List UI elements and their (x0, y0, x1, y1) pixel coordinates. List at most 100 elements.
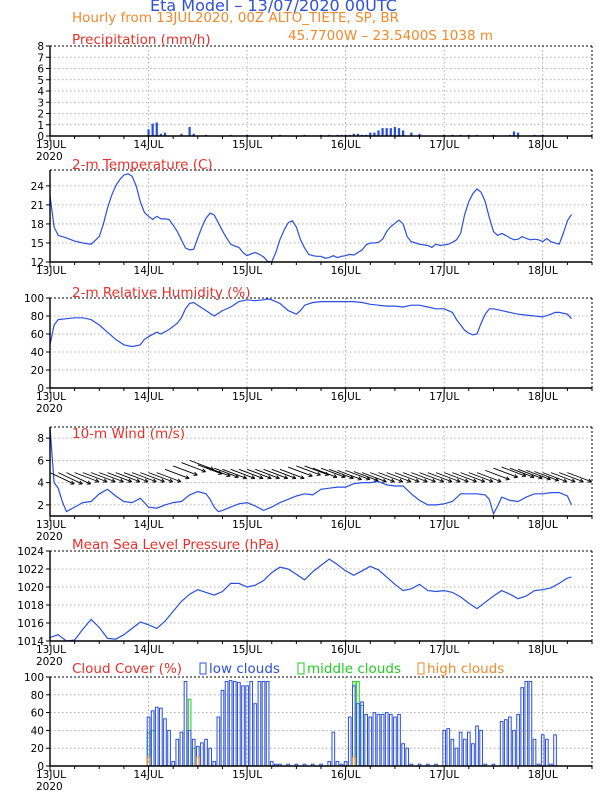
x-tick-label: 13JUL (36, 265, 66, 277)
wind-vector (279, 468, 305, 479)
wind-vector-head (505, 476, 510, 481)
wind-vector (361, 472, 387, 483)
wind-vector (222, 468, 247, 479)
y-tick-label: 0 (37, 761, 44, 773)
wind-vector-head (406, 478, 412, 483)
x-tick-label: 14JUL (134, 391, 164, 403)
wind-vector-head (472, 478, 477, 483)
wind-vector (526, 469, 551, 480)
wind-vector (82, 472, 108, 483)
wind-vector (238, 468, 264, 479)
low-cloud-bar (175, 738, 180, 767)
precip-bar (192, 133, 195, 136)
low-cloud-bar (257, 680, 262, 767)
low-cloud-bar (388, 713, 393, 767)
legend-label: middle clouds (307, 661, 401, 677)
wind-vector-head (513, 474, 518, 479)
y-tick-label: 1020 (17, 582, 44, 594)
panel-rh: 0 20 40 60 80 100 13JUL 14JUL 15JUL 16JUL 17JUL 18J… (24, 285, 593, 415)
low-cloud-bar (384, 712, 389, 767)
x-axis-year-label: 2020 (36, 656, 63, 668)
panel-title: Mean Sea Level Pressure (hPa) (72, 537, 279, 553)
precip-bar (356, 133, 360, 136)
wind-vector (468, 472, 494, 483)
wind-vector (107, 472, 132, 483)
wind-vector (476, 472, 502, 483)
low-cloud-bar (508, 716, 512, 767)
wind-vector-head (144, 478, 149, 483)
wind-vector-head (193, 471, 198, 476)
y-tick-label: 8 (37, 433, 44, 445)
x-tick-label: 16JUL (331, 519, 361, 531)
legend-swatch (199, 662, 207, 675)
wind-vector-head (357, 476, 362, 481)
legend-swatch (417, 662, 425, 675)
low-cloud-bar (380, 713, 385, 767)
wind-vector (485, 469, 510, 480)
wind-vector (411, 472, 436, 483)
wind-vector-head (587, 478, 592, 483)
low-cloud-bar (232, 680, 237, 767)
wind-vector (271, 468, 297, 479)
precip-bar (401, 130, 405, 136)
y-tick-label: 80 (31, 311, 44, 323)
panel-pressure: 1014 1016 1018 1020 1022 1024 13JUL 14JUL 15JUL 1… (17, 537, 593, 668)
wind-vector (460, 472, 485, 483)
low-cloud-bar (450, 738, 455, 767)
x-tick-label: 18JUL (528, 644, 558, 656)
wind-vector-head (160, 478, 165, 483)
wind-vector-head (78, 480, 83, 485)
x-tick-label: 15JUL (232, 139, 262, 151)
low-cloud-bar (528, 680, 533, 767)
x-tick-label: 13JUL (36, 139, 66, 151)
x-tick-label: 16JUL (331, 139, 361, 151)
low-cloud-bar (265, 680, 270, 767)
low-cloud-bar (401, 743, 405, 767)
low-cloud-bar (159, 707, 163, 767)
x-tick-label: 17JUL (429, 769, 459, 781)
wind-vector (115, 472, 141, 483)
x-tick-label: 15JUL (232, 265, 262, 277)
wind-vector (197, 464, 223, 475)
precip-bar (397, 128, 401, 136)
low-cloud-bar (179, 731, 184, 767)
wind-vector (263, 468, 288, 479)
panel-title: Precipitation (mm/h) (72, 32, 211, 48)
x-tick-label: 18JUL (528, 519, 558, 531)
wind-vector-head (111, 478, 116, 483)
low-cloud-bar (442, 729, 447, 767)
wind-vector-head (103, 478, 108, 483)
low-cloud-bar (261, 680, 266, 767)
wind-vector-head (135, 478, 141, 483)
panel-title: 2-m Temperature (C) (72, 157, 213, 173)
wind-vector (164, 468, 190, 479)
panel-title: Cloud Cover (%) (72, 661, 182, 677)
wind-vector-head (423, 478, 428, 483)
low-cloud-bar (253, 703, 258, 767)
wind-vector-head (390, 478, 395, 483)
wind-vector-head (579, 478, 584, 483)
wind-vector (214, 467, 239, 478)
low-cloud-bar (376, 713, 381, 767)
wind-vector (550, 472, 576, 483)
wind-vector-head (259, 475, 264, 480)
low-cloud-bar (397, 713, 401, 767)
y-tick-label: 1024 (17, 546, 44, 558)
low-cloud-bar (553, 734, 557, 767)
low-cloud-bar (462, 738, 467, 767)
y-tick-label: 3 (37, 97, 44, 109)
y-tick-label: 0 (37, 131, 44, 143)
y-tick-label: 1022 (17, 564, 44, 576)
chart-run-info: Hourly from 13JUL2020, 00Z ALTO_TIETE, S… (72, 10, 400, 26)
x-tick-label: 16JUL (331, 265, 361, 277)
x-axis-year-label: 2020 (36, 403, 63, 415)
low-cloud-bar (220, 689, 225, 767)
wind-vector-head (291, 475, 297, 480)
panel-clouds: 0 20 40 60 80 100 13JUL 14JUL 15JUL 16JUL 17JUL 18J… (24, 661, 593, 792)
wind-vector-head (70, 480, 75, 485)
low-cloud-bar (347, 716, 352, 767)
wind-vector-head (308, 472, 313, 478)
x-axis-year-label: 2020 (36, 151, 63, 163)
low-cloud-bar (183, 680, 188, 767)
